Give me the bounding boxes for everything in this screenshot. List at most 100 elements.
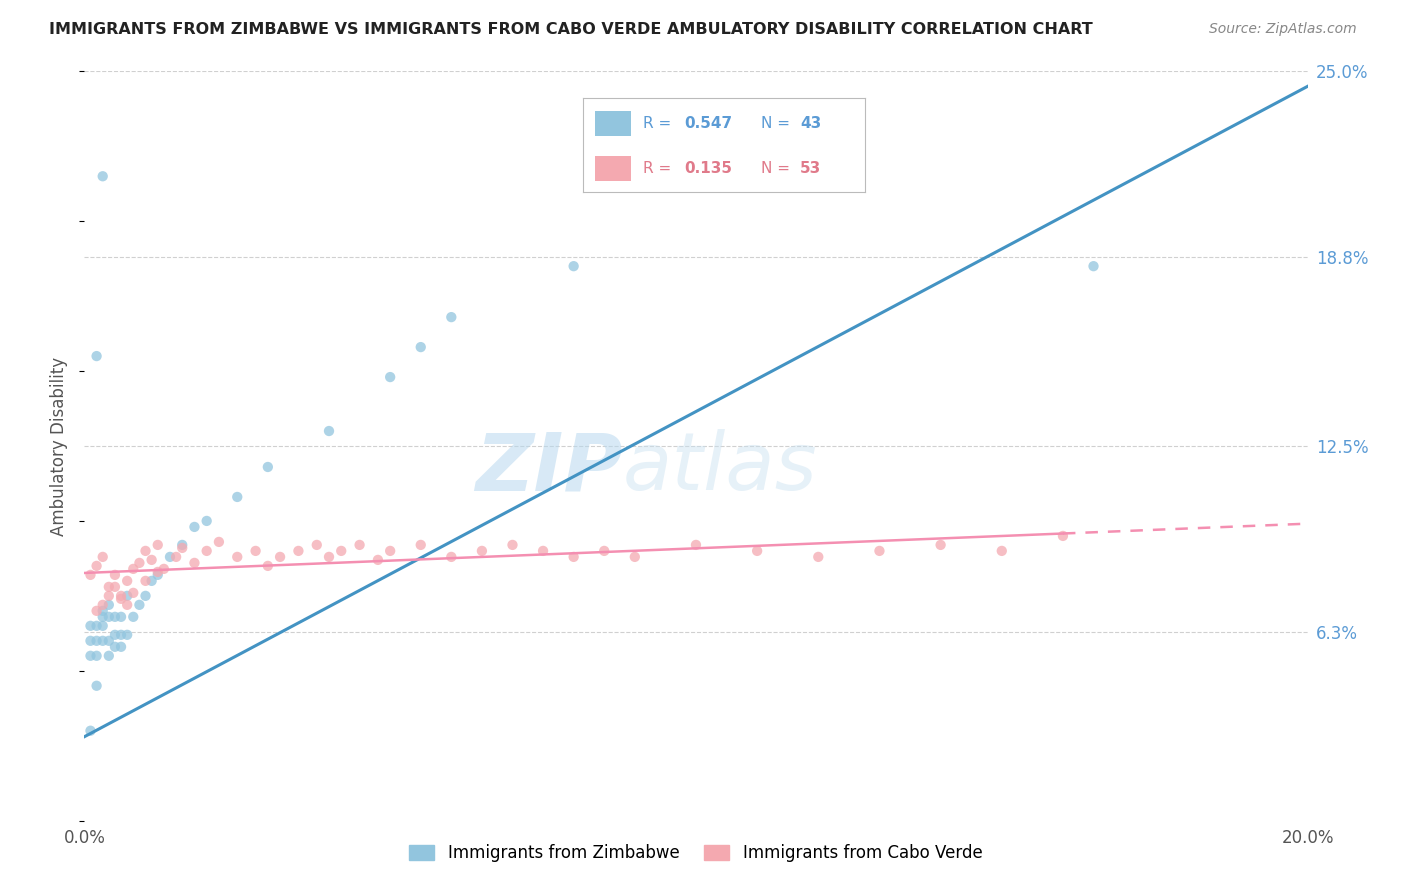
- Point: [409, 340, 432, 354]
- Point: [330, 544, 353, 558]
- Point: [502, 538, 524, 552]
- Point: [86, 633, 108, 648]
- Point: [869, 544, 891, 558]
- Point: [110, 640, 132, 654]
- Point: [380, 544, 402, 558]
- Point: [245, 544, 267, 558]
- Point: [104, 628, 127, 642]
- Point: [593, 544, 616, 558]
- Point: [122, 610, 145, 624]
- Point: [208, 535, 231, 549]
- Text: atlas: atlas: [623, 429, 817, 508]
- Legend: Immigrants from Zimbabwe, Immigrants from Cabo Verde: Immigrants from Zimbabwe, Immigrants fro…: [402, 838, 990, 869]
- Point: [97, 633, 120, 648]
- Point: [165, 549, 187, 564]
- Point: [91, 610, 114, 624]
- Point: [146, 567, 169, 582]
- Point: [257, 460, 280, 475]
- Point: [110, 589, 132, 603]
- Point: [305, 538, 328, 552]
- Point: [183, 556, 205, 570]
- Y-axis label: Ambulatory Disability: Ambulatory Disability: [51, 357, 69, 535]
- Point: [91, 604, 114, 618]
- Point: [318, 424, 340, 438]
- Point: [97, 648, 120, 663]
- Point: [183, 520, 205, 534]
- Text: R =: R =: [643, 116, 676, 131]
- Point: [91, 169, 114, 184]
- Point: [79, 619, 101, 633]
- Text: N =: N =: [761, 116, 794, 131]
- Text: IMMIGRANTS FROM ZIMBABWE VS IMMIGRANTS FROM CABO VERDE AMBULATORY DISABILITY COR: IMMIGRANTS FROM ZIMBABWE VS IMMIGRANTS F…: [49, 22, 1092, 37]
- Point: [91, 619, 114, 633]
- Point: [146, 565, 169, 579]
- Point: [1052, 529, 1074, 543]
- Text: ZIP: ZIP: [475, 429, 623, 508]
- Point: [471, 544, 494, 558]
- Point: [287, 544, 309, 558]
- Point: [1083, 259, 1105, 273]
- Point: [440, 549, 463, 564]
- Point: [195, 544, 218, 558]
- Point: [115, 574, 138, 588]
- Point: [807, 549, 830, 564]
- Point: [562, 549, 585, 564]
- Point: [91, 633, 114, 648]
- Point: [97, 580, 120, 594]
- Point: [172, 538, 194, 552]
- Point: [146, 538, 169, 552]
- Point: [79, 648, 101, 663]
- Point: [97, 598, 120, 612]
- Point: [153, 562, 176, 576]
- Point: [380, 370, 402, 384]
- Point: [226, 490, 249, 504]
- Point: [115, 598, 138, 612]
- Point: [110, 628, 132, 642]
- Bar: [595, 112, 631, 136]
- Text: R =: R =: [643, 161, 676, 176]
- Point: [135, 589, 157, 603]
- Point: [104, 567, 127, 582]
- Point: [86, 619, 108, 633]
- Point: [104, 580, 127, 594]
- Point: [79, 567, 101, 582]
- Point: [91, 598, 114, 612]
- Point: [79, 633, 101, 648]
- Point: [128, 556, 150, 570]
- Point: [141, 574, 163, 588]
- Point: [104, 610, 127, 624]
- Point: [115, 589, 138, 603]
- Point: [104, 640, 127, 654]
- Point: [747, 544, 769, 558]
- Point: [269, 549, 291, 564]
- Point: [128, 598, 150, 612]
- Text: 43: 43: [800, 116, 821, 131]
- Point: [86, 604, 108, 618]
- Point: [159, 549, 181, 564]
- Point: [122, 586, 145, 600]
- Point: [97, 610, 120, 624]
- Point: [685, 538, 707, 552]
- Point: [115, 628, 138, 642]
- Point: [257, 558, 280, 573]
- Point: [110, 610, 132, 624]
- Point: [318, 549, 340, 564]
- Text: 0.547: 0.547: [685, 116, 733, 131]
- Point: [991, 544, 1014, 558]
- Point: [86, 349, 108, 363]
- Point: [86, 648, 108, 663]
- Point: [135, 544, 157, 558]
- Text: 0.135: 0.135: [685, 161, 733, 176]
- Point: [409, 538, 432, 552]
- Point: [110, 591, 132, 606]
- Point: [624, 549, 647, 564]
- Text: 53: 53: [800, 161, 821, 176]
- Point: [195, 514, 218, 528]
- Text: N =: N =: [761, 161, 794, 176]
- Point: [135, 574, 157, 588]
- Bar: [595, 156, 631, 180]
- Point: [367, 553, 389, 567]
- Point: [172, 541, 194, 555]
- Point: [97, 589, 120, 603]
- Point: [86, 679, 108, 693]
